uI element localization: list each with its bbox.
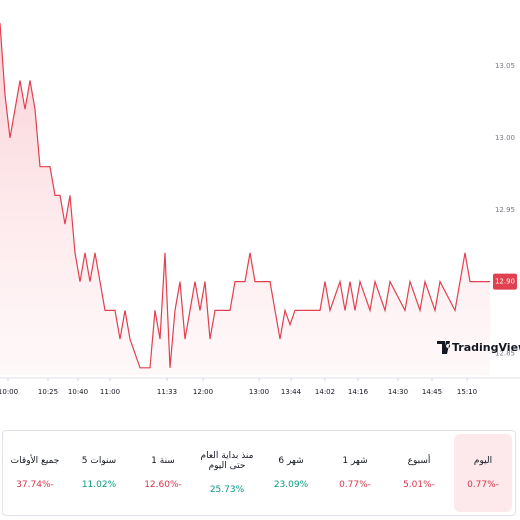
x-tick-label: 14:45 (422, 388, 442, 396)
tab-label: جميع الأوقات (10, 456, 60, 466)
x-tick-label: 12:00 (193, 388, 213, 396)
range-tab[interactable]: أسبوع 5.01%- (390, 434, 448, 512)
range-tab[interactable]: 5 سنوات 11.02% (70, 434, 128, 512)
range-tab[interactable]: 1 شهر 0.77%- (326, 434, 384, 512)
y-tick-label: 12.85 (495, 349, 515, 357)
tab-change: 23.09% (273, 480, 309, 490)
x-tick-label: 13:00 (249, 388, 269, 396)
tab-change: 11.02% (81, 480, 117, 490)
tab-label: 1 شهر (342, 456, 368, 466)
tab-label: اليوم (473, 456, 493, 466)
range-tab[interactable]: منذ بداية العام حتى اليوم 25.73% (198, 434, 256, 512)
tab-label: 6 شهر (278, 456, 304, 466)
range-tab[interactable]: جميع الأوقات 37.74%- (6, 434, 64, 512)
area (0, 22, 490, 376)
tab-change: 37.74%- (16, 480, 54, 490)
logo: TradingView (437, 341, 520, 354)
x-tick-label: 11:00 (100, 388, 120, 396)
x-tick-label: 10:00 (0, 388, 18, 396)
x-tick-label: 11:33 (157, 388, 177, 396)
tab-change: 25.73% (209, 485, 245, 495)
last-value-label: 12.90 (495, 278, 515, 286)
range-tabs: اليوم 0.77%- أسبوع 5.01%- 1 شهر 0.77%- 6 شهر 23… (2, 430, 516, 516)
x-tick-label: 14:02 (315, 388, 335, 396)
tab-change: 0.77%- (339, 480, 371, 490)
range-tab[interactable]: 1 سنة 12.60%- (134, 434, 192, 512)
range-tab[interactable]: اليوم 0.77%- (454, 434, 512, 512)
last-value-box (493, 273, 517, 290)
tab-label: 1 سنة (151, 456, 175, 466)
tab-change: 12.60%- (144, 480, 182, 490)
x-tick-label: 13:44 (281, 388, 302, 396)
tab-label: أسبوع (407, 456, 431, 466)
y-tick-label: 13.05 (495, 62, 515, 70)
y-tick-label: 13.00 (495, 134, 515, 142)
chart: 12.85 12.90 12.95 13.00 13.05 10:00 10:25 10:40… (0, 22, 520, 396)
tab-change: 0.77%- (467, 480, 499, 490)
x-tick-label: 14:30 (388, 388, 408, 396)
watermark: TradingView (452, 341, 520, 354)
tab-change: 5.01%- (403, 480, 435, 490)
x-tick-label: 10:25 (38, 388, 58, 396)
price-line (0, 22, 490, 369)
x-tick-label: 15:10 (457, 388, 477, 396)
tab-label: 5 سنوات (81, 456, 117, 466)
range-tab[interactable]: 6 شهر 23.09% (262, 434, 320, 512)
x-tick-label: 10:40 (68, 388, 88, 396)
tab-label: منذ بداية العام حتى اليوم (200, 451, 254, 471)
x-tick-label: 14:16 (348, 388, 369, 396)
y-tick-label: 12.95 (495, 206, 515, 214)
